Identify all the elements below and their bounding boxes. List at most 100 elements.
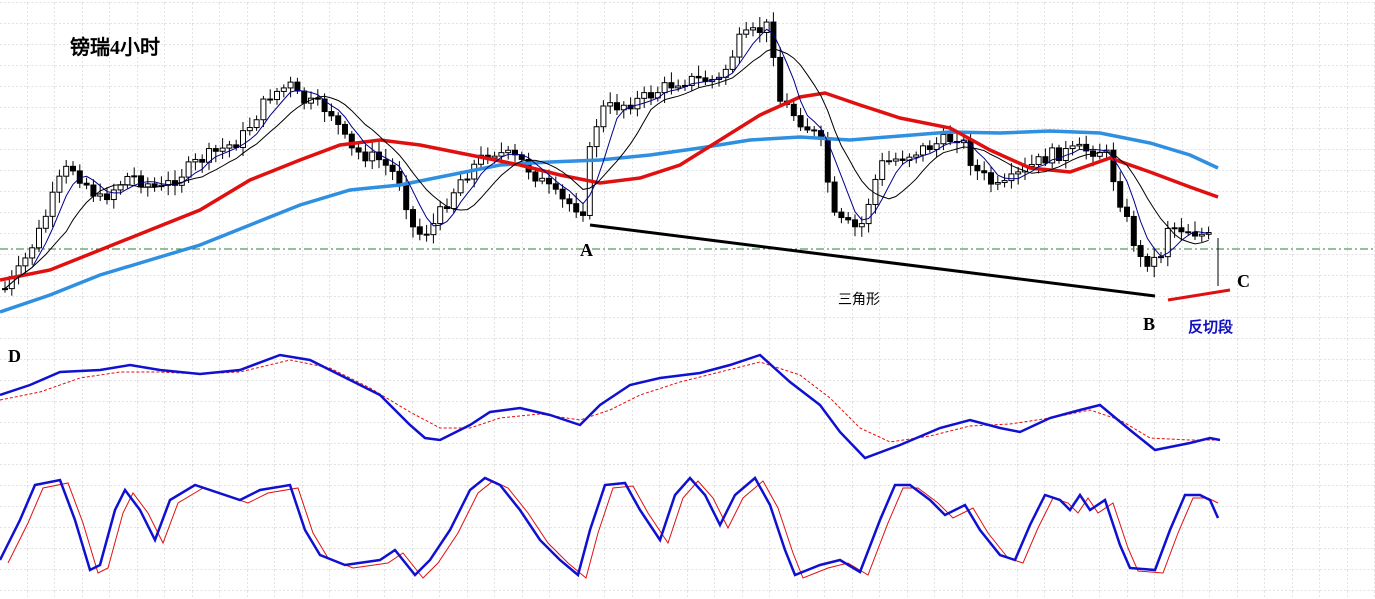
candle [1151,256,1158,267]
candle [70,165,76,172]
candle [899,158,906,161]
chart-title: 镑瑞4小时 [70,35,160,59]
candle [410,209,416,228]
candle [505,149,512,154]
candles [2,12,1219,296]
candle [1124,206,1130,217]
candle [797,115,804,128]
candle [573,203,580,213]
candle [1178,227,1185,233]
stochastic [0,476,1220,579]
candle [974,164,981,172]
candle [777,56,784,102]
candle [981,170,988,174]
candle [994,182,1001,185]
candle [743,29,750,35]
label-d: D [8,346,21,366]
candle [117,184,124,191]
macd-signal [0,359,1220,443]
candle [151,183,158,188]
candle [892,158,899,162]
candle [212,148,219,152]
candle [1083,143,1090,152]
candle [42,215,49,229]
candle [920,145,926,156]
candle [1076,143,1083,147]
candle [382,159,389,166]
candle [811,129,818,132]
candle [1056,147,1062,161]
candle [56,175,63,193]
candle [688,75,695,86]
candle [607,102,614,107]
candle [396,170,403,184]
candle [668,82,675,89]
candle [498,152,505,157]
candle [593,126,600,148]
candle [369,151,376,162]
candle [491,155,498,159]
candle [1130,215,1137,247]
candle [852,219,858,228]
candle [274,90,280,101]
candle [260,98,267,121]
ma-thin [4,28,1209,289]
candle [335,115,342,125]
candle [287,81,294,89]
candle [756,27,763,33]
candle [1069,145,1076,150]
candle [1198,233,1205,237]
candle [253,119,260,129]
candle [83,182,90,186]
candle [614,102,620,111]
candle [641,92,648,99]
candle [199,158,206,163]
candle [355,147,362,153]
candle [879,160,886,180]
candle [22,257,29,267]
candle [416,226,423,235]
candle [886,160,892,163]
candle [988,172,994,185]
triangle-label: 三角形 [838,292,880,308]
label-a: A [580,240,593,260]
candle [831,181,838,213]
candle [1171,227,1178,230]
candle [328,111,335,117]
candle [2,288,8,291]
candle [1117,181,1124,208]
candle [97,193,104,197]
candle [552,183,559,190]
candle [1192,231,1198,237]
candle [294,81,301,92]
candle [450,192,457,210]
candle [36,227,42,249]
candle [763,21,770,33]
candle [246,127,253,132]
candle [403,182,410,211]
candle [838,211,845,219]
candle [1164,227,1171,258]
candle [267,98,274,101]
candle [430,223,437,236]
candle [1001,180,1008,184]
candle [539,177,546,182]
candle [457,179,464,194]
candle [750,27,756,31]
candle [933,143,940,150]
candle [532,171,539,182]
candle [566,198,573,205]
candle [219,147,226,152]
candle [1110,149,1117,183]
ma-blue [0,129,1219,314]
candle [478,154,484,165]
candle [280,87,287,92]
triangle-line [589,223,1156,298]
candle [185,161,192,178]
candle [634,97,641,110]
candle [110,189,117,201]
candle [362,151,369,162]
candle [600,105,607,128]
candle [423,233,430,236]
